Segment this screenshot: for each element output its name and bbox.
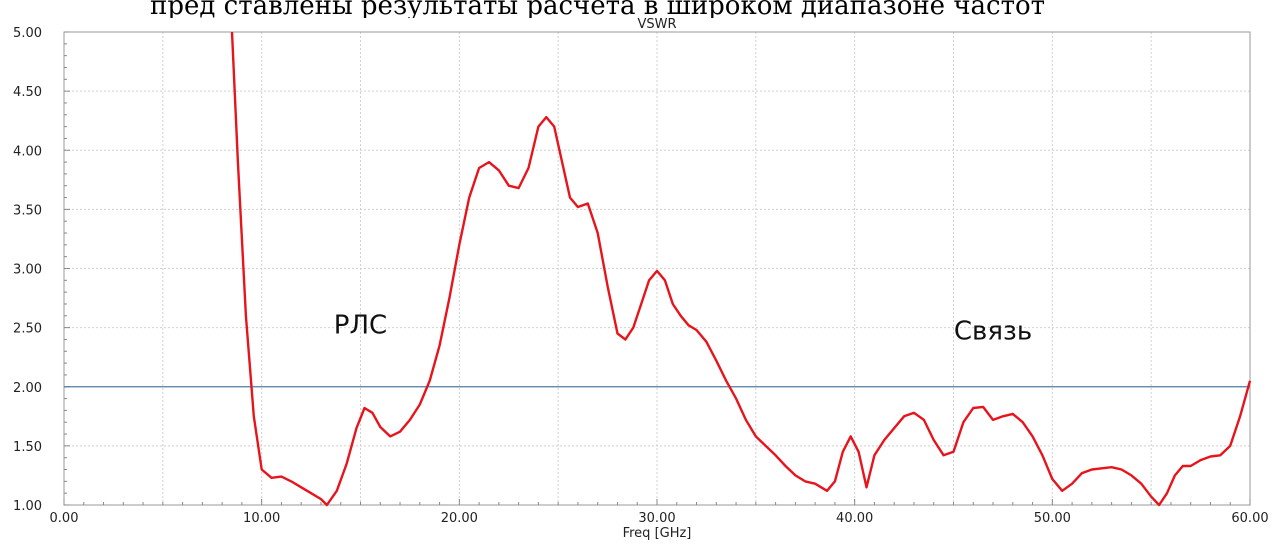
x-axis-title: Freq [GHz] [623,526,692,541]
y-tick-label: 3.50 [13,203,42,218]
x-tick-label: 10.00 [243,511,280,526]
y-tick-label: 1.50 [13,440,42,455]
annotation-label: Связь [954,316,1032,346]
x-tick-label: 0.00 [50,511,79,526]
y-tick-label: 2.00 [13,381,42,396]
y-tick-label: 3.00 [13,263,42,278]
chart-title: VSWR [637,17,676,32]
chart-background [0,18,1283,548]
x-tick-label: 50.00 [1034,511,1071,526]
y-tick-label: 1.00 [13,499,42,514]
y-tick-label: 4.00 [13,144,42,159]
series-line-vswr [230,31,1252,507]
x-tick-label: 40.00 [836,511,873,526]
annotation-label: РЛС [334,311,387,341]
y-tick-label: 2.50 [13,322,42,337]
top-caption-fragment: пред ставлены результаты расчета в широк… [150,0,1045,21]
x-tick-label: 20.00 [441,511,478,526]
y-tick-labels: 1.00 1.50 2.00 2.50 3.00 3.50 4.00 4.50 5.00 [13,26,42,514]
x-tick-label: 60.00 [1231,511,1268,526]
x-tick-label: 30.00 [638,511,675,526]
annotations: РЛС Связь [334,311,1032,347]
y-tick-label: 5.00 [13,26,42,41]
y-tick-label: 4.50 [13,85,42,100]
x-tick-labels: 0.00 10.00 20.00 30.00 40.00 50.00 60.00 [50,511,1269,526]
